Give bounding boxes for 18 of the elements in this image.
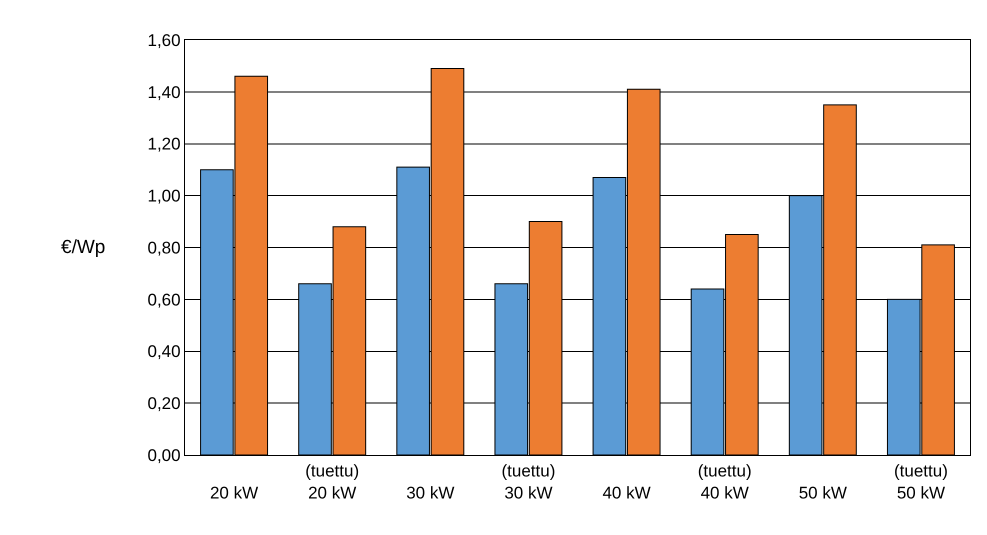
x-tick-label: (tuettu) 40 kW — [698, 461, 752, 502]
y-tick-label: 0,60 — [148, 290, 181, 310]
y-tick-label: 0,00 — [148, 446, 181, 465]
y-tick-label: 1,20 — [148, 134, 181, 154]
y-tick-label: 0,80 — [148, 238, 181, 258]
y-tick-label: 1,40 — [148, 82, 181, 102]
y-tick-label: 1,60 — [148, 30, 181, 50]
y-tick-label: 1,00 — [148, 186, 181, 206]
x-tick-label: 30 kW — [406, 484, 454, 502]
x-tick-label: 50 kW — [798, 484, 847, 502]
y-tick-label: 0,20 — [148, 394, 181, 414]
x-tick-label: 20 kW — [210, 484, 258, 502]
x-tick-label: (tuettu) 20 kW — [305, 461, 360, 502]
x-tick-label: (tuettu) 50 kW — [894, 461, 948, 502]
x-tick-label: 40 kW — [602, 484, 651, 502]
x-tick-label: (tuettu) 30 kW — [502, 461, 556, 502]
y-tick-label: 0,40 — [148, 342, 181, 362]
y-axis-title: €/Wp — [61, 237, 106, 258]
